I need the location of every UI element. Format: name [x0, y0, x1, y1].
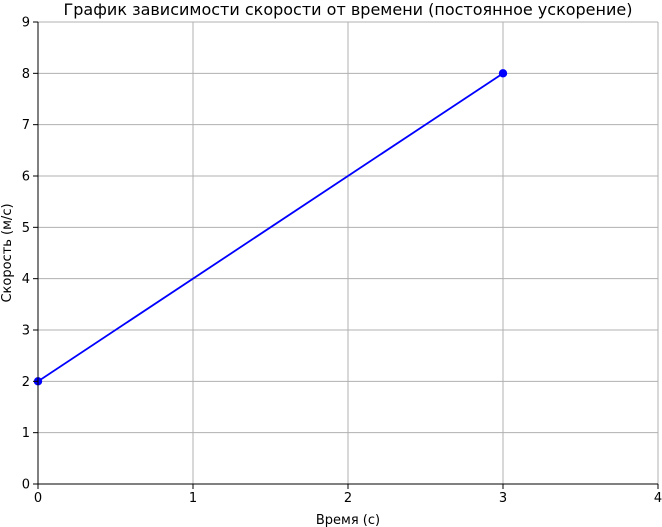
ticks: 0 1 2 3 4 0 1 2 3 4 5 6 7 8 9: [22, 16, 662, 507]
x-tick-label-4: 4: [654, 491, 662, 506]
x-tick-label-0: 0: [34, 491, 42, 506]
y-tick-label-4: 4: [22, 272, 30, 287]
y-tick-label-0: 0: [22, 478, 30, 493]
y-tick-label-8: 8: [22, 67, 30, 82]
y-tick-label-2: 2: [22, 375, 30, 390]
y-axis-label: Скорость (м/с): [0, 203, 15, 302]
y-tick-label-7: 7: [22, 118, 30, 133]
x-tick-label-1: 1: [189, 491, 197, 506]
series-line-0: [37, 72, 504, 383]
x-tick-label-2: 2: [344, 491, 352, 506]
y-tick-label-3: 3: [22, 324, 30, 339]
grid: [37, 21, 659, 485]
y-tick-label-9: 9: [22, 16, 30, 31]
x-tick-label-3: 3: [499, 491, 507, 506]
y-tick-label-1: 1: [22, 426, 30, 441]
y-tick-label-5: 5: [22, 221, 30, 236]
data-point-0-1: [498, 69, 508, 78]
y-tick-label-6: 6: [22, 170, 30, 185]
x-axis-label: Время (с): [316, 513, 380, 527]
chart-title: График зависимости скорости от времени (…: [64, 0, 633, 19]
